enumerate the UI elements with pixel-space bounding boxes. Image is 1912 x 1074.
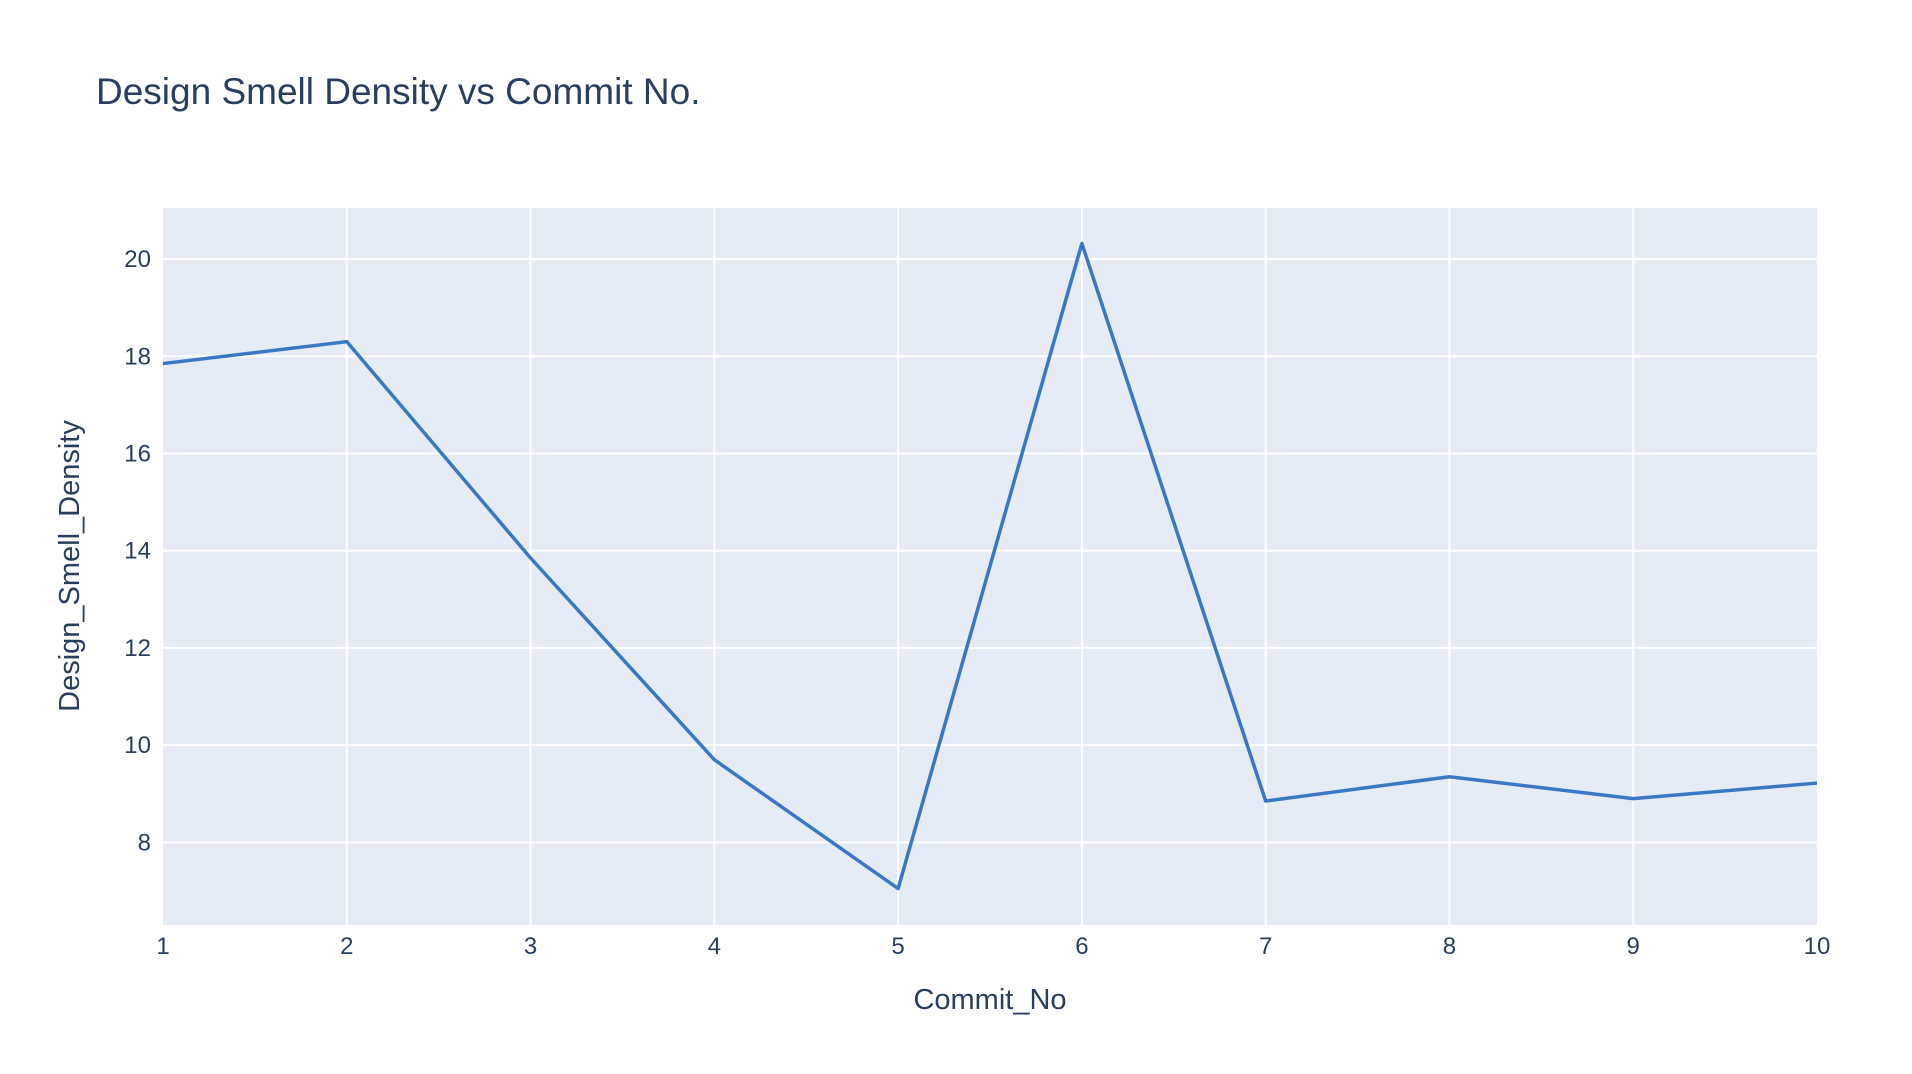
y-tick-label: 10 [124, 732, 151, 759]
x-axis-title: Commit_No [913, 984, 1066, 1016]
x-tick-label: 3 [524, 933, 537, 960]
x-tick-label: 4 [708, 933, 721, 960]
data-point[interactable] [892, 883, 904, 895]
y-axis-title: Design_Smell_Density [54, 420, 86, 712]
x-axis-ticks: 1 2 3 4 5 6 7 8 9 10 [156, 933, 1830, 960]
y-axis-ticks: 8 10 12 14 16 18 20 [124, 246, 151, 856]
y-tick-label: 18 [124, 343, 151, 370]
series-layer [157, 237, 1823, 895]
x-tick-label: 1 [156, 933, 169, 960]
x-tick-label: 8 [1443, 933, 1456, 960]
data-point[interactable] [708, 754, 720, 766]
data-point[interactable] [341, 336, 353, 348]
x-tick-label: 5 [891, 933, 904, 960]
x-tick-label: 6 [1075, 933, 1088, 960]
data-point[interactable] [1811, 777, 1823, 789]
x-tick-label: 9 [1627, 933, 1640, 960]
y-tick-label: 16 [124, 440, 151, 467]
data-point[interactable] [1443, 771, 1455, 783]
data-point[interactable] [157, 358, 169, 370]
y-tick-label: 12 [124, 635, 151, 662]
data-point[interactable] [525, 552, 537, 564]
chart-title: Design Smell Density vs Commit No. [96, 71, 700, 112]
data-point[interactable] [1627, 793, 1639, 805]
x-tick-label: 10 [1804, 933, 1831, 960]
x-tick-label: 2 [340, 933, 353, 960]
data-point[interactable] [1076, 237, 1088, 249]
series-line[interactable] [162, 241, 1818, 891]
data-point[interactable] [1260, 795, 1272, 807]
y-tick-label: 20 [124, 246, 151, 273]
x-tick-label: 7 [1259, 933, 1272, 960]
gridlines [163, 208, 1817, 925]
y-tick-label: 8 [138, 829, 151, 856]
y-tick-label: 14 [124, 538, 151, 565]
